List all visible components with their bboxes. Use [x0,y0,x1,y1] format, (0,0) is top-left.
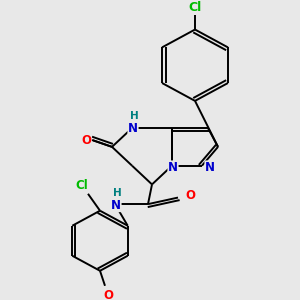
Text: O: O [81,134,91,147]
Text: N: N [111,199,121,212]
Text: O: O [103,289,113,300]
Text: H: H [130,111,138,121]
Text: N: N [128,122,138,135]
Text: H: H [112,188,122,198]
Text: Cl: Cl [188,1,202,13]
Text: N: N [205,161,215,174]
Text: O: O [185,189,195,202]
Text: Cl: Cl [76,179,88,192]
Text: N: N [168,161,178,174]
